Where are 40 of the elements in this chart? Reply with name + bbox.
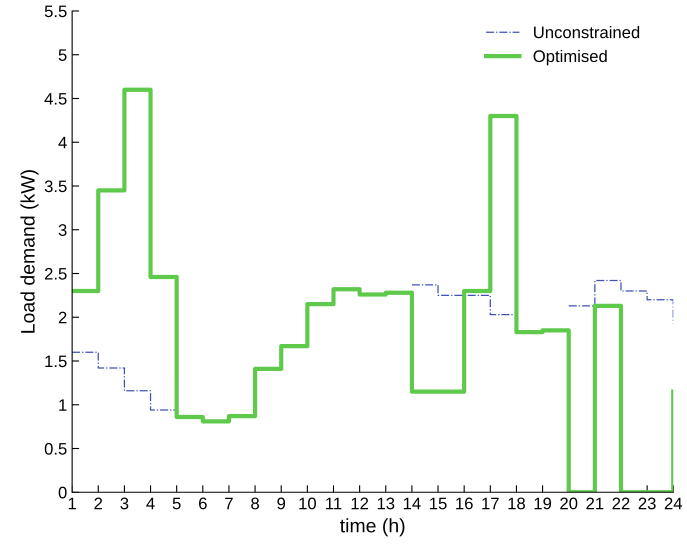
x-tick-label: 11: [326, 498, 342, 510]
y-tick-label: 2: [58, 312, 66, 324]
y-tick-label: 1: [59, 399, 66, 411]
y-tick-label: 1.5: [45, 356, 67, 368]
y-axis-title: Load demand (kW): [20, 170, 39, 333]
y-tick-label: 5.5: [44, 6, 67, 18]
x-tick-label: 14: [404, 498, 421, 510]
x-tick-label: 15: [430, 498, 447, 510]
y-tick-label: 5: [58, 49, 67, 61]
x-tick-label: 10: [299, 498, 316, 510]
x-tick-label: 7: [225, 498, 233, 510]
y-tick-label: 3: [58, 224, 67, 236]
y-tick-label: 0: [58, 486, 67, 498]
y-tick-label: 4: [58, 136, 67, 148]
x-tick-label: 12: [352, 498, 368, 510]
y-tick-label: 4.5: [44, 93, 67, 105]
x-tick-label: 17: [482, 498, 499, 510]
y-tick-label: 2.5: [44, 268, 67, 280]
x-tick-label: 2: [94, 498, 102, 510]
x-tick-label: 23: [638, 498, 656, 510]
x-tick-label: 3: [120, 498, 128, 510]
x-tick-label: 16: [456, 498, 473, 510]
legend-label: Optimised: [534, 50, 607, 66]
x-tick-label: 5: [172, 498, 181, 510]
x-tick-label: 4: [146, 498, 155, 510]
x-tick-label: 6: [199, 498, 207, 510]
x-tick-label: 1: [68, 498, 76, 510]
x-axis-title: time (h): [340, 518, 404, 536]
x-tick-label: 19: [534, 498, 552, 510]
x-tick-label: 9: [277, 498, 286, 510]
x-tick-label: 20: [560, 498, 578, 510]
y-tick-label: 3.5: [44, 180, 67, 192]
x-tick-label: 22: [612, 498, 630, 510]
x-tick-label: 13: [378, 498, 394, 510]
x-tick-label: 24: [664, 498, 682, 510]
legend-label: Unconstrained: [534, 26, 640, 38]
x-tick-label: 8: [251, 498, 259, 510]
y-tick-label: 0.5: [44, 442, 67, 455]
x-tick-label: 21: [586, 498, 604, 510]
x-tick-label: 18: [508, 498, 525, 510]
